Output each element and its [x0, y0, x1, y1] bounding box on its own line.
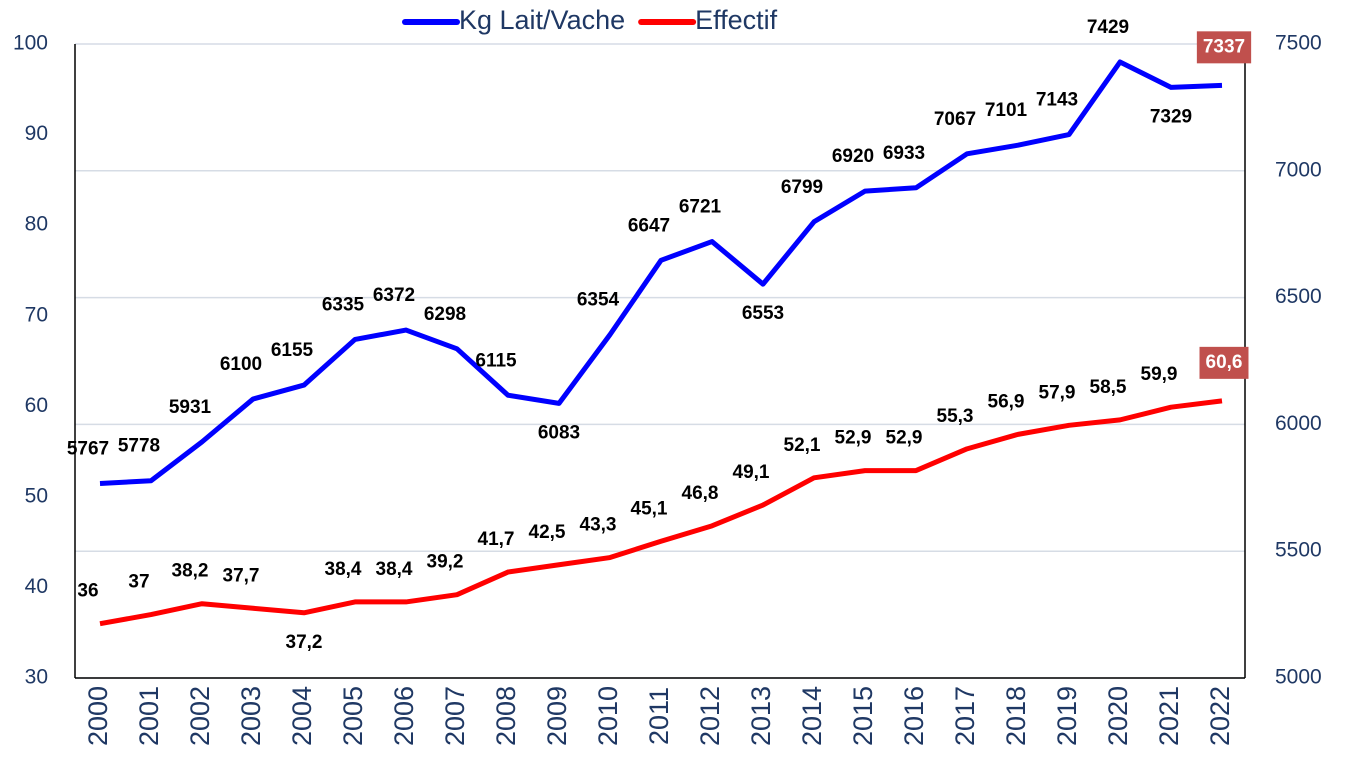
data-label: 6933 — [883, 143, 925, 164]
data-label: 59,9 — [1141, 364, 1178, 385]
legend-label: Effectif — [695, 5, 778, 35]
data-label: 37,2 — [286, 632, 323, 653]
x-tick-label: 2001 — [134, 686, 164, 746]
y2-tick-label: 6000 — [1275, 412, 1322, 435]
data-label: 7337 — [1203, 36, 1245, 57]
x-tick-label: 2022 — [1205, 686, 1235, 746]
x-tick-label: 2005 — [338, 686, 368, 746]
data-label: 46,8 — [682, 483, 719, 504]
data-label: 7067 — [934, 109, 976, 130]
x-tick-label: 2011 — [644, 687, 674, 745]
x-tick-label: 2006 — [389, 686, 419, 746]
data-label: 7429 — [1087, 17, 1129, 38]
data-label: 6372 — [373, 285, 415, 306]
data-label: 39,2 — [427, 552, 464, 573]
x-tick-label: 2016 — [899, 686, 929, 746]
y2-tick-label: 5500 — [1275, 539, 1322, 562]
data-label: 6920 — [832, 146, 874, 167]
x-tick-label: 2015 — [848, 686, 878, 746]
x-tick-label: 2017 — [950, 686, 980, 746]
data-label: 41,7 — [478, 529, 515, 550]
x-tick-label: 2018 — [1001, 686, 1031, 746]
x-tick-label: 2003 — [236, 686, 266, 746]
data-label: 6721 — [679, 197, 722, 218]
x-tick-label: 2010 — [593, 686, 623, 746]
data-label: 58,5 — [1090, 377, 1127, 398]
data-label: 42,5 — [529, 522, 566, 543]
data-label: 52,9 — [835, 428, 872, 449]
data-label: 60,6 — [1206, 352, 1243, 373]
x-tick-label: 2019 — [1052, 686, 1082, 746]
data-label: 7329 — [1150, 106, 1192, 127]
x-tick-label: 2020 — [1103, 686, 1133, 746]
data-label: 6100 — [220, 354, 262, 375]
data-label: 57,9 — [1039, 382, 1076, 403]
data-label: 56,9 — [988, 391, 1025, 412]
data-label: 6335 — [322, 294, 365, 315]
y-tick-label: 50 — [25, 484, 48, 507]
data-label: 5778 — [118, 436, 160, 457]
x-tick-label: 2009 — [542, 686, 572, 746]
data-label: 6553 — [742, 303, 784, 324]
data-label: 45,1 — [631, 498, 668, 519]
y2-tick-label: 6500 — [1275, 285, 1322, 308]
data-label: 6298 — [424, 304, 466, 325]
x-tick-label: 2008 — [491, 686, 521, 746]
x-tick-label: 2021 — [1154, 686, 1184, 746]
x-tick-label: 2014 — [797, 686, 827, 746]
y-tick-label: 100 — [13, 32, 48, 55]
x-tick-label: 2013 — [746, 686, 776, 746]
series-line — [99, 59, 1223, 486]
data-label: 6354 — [577, 290, 620, 311]
data-label: 6083 — [538, 422, 580, 443]
data-label: 6647 — [628, 215, 670, 236]
data-label-box — [1199, 346, 1249, 379]
data-label: 49,1 — [733, 462, 770, 483]
data-label: 6155 — [271, 340, 314, 361]
y2-tick-label: 7500 — [1275, 32, 1322, 55]
y2-tick-label: 5000 — [1275, 666, 1322, 689]
data-label: 38,2 — [172, 561, 209, 582]
y-tick-label: 40 — [25, 575, 48, 598]
data-label: 38,4 — [325, 559, 362, 580]
data-label: 5767 — [67, 439, 109, 460]
x-tick-label: 2004 — [287, 686, 317, 746]
series-line — [99, 398, 1223, 627]
x-tick-label: 2007 — [440, 686, 470, 746]
data-label: 37 — [128, 572, 149, 593]
data-label: 38,4 — [376, 559, 413, 580]
data-label: 6799 — [781, 177, 823, 198]
data-label: 52,1 — [784, 435, 821, 456]
x-tick-label: 2002 — [185, 686, 215, 746]
x-tick-label: 2012 — [695, 686, 725, 746]
data-label: 43,3 — [580, 515, 617, 536]
y-tick-label: 70 — [25, 303, 48, 326]
y2-tick-label: 7000 — [1275, 158, 1322, 181]
data-label: 55,3 — [937, 406, 974, 427]
data-label: 52,9 — [886, 428, 923, 449]
y-tick-label: 60 — [25, 394, 48, 417]
data-label: 7101 — [985, 100, 1028, 121]
data-label: 7143 — [1036, 90, 1078, 111]
x-tick-label: 2000 — [83, 686, 113, 746]
y-tick-label: 30 — [25, 666, 48, 689]
data-label: 6115 — [475, 350, 517, 371]
legend-label: Kg Lait/Vache — [459, 5, 625, 35]
data-label: 36 — [77, 581, 98, 602]
data-label-box — [1196, 31, 1252, 64]
y-tick-label: 90 — [25, 122, 48, 145]
y-tick-label: 80 — [25, 213, 48, 236]
data-label: 37,7 — [223, 565, 260, 586]
data-label: 5931 — [169, 397, 212, 418]
